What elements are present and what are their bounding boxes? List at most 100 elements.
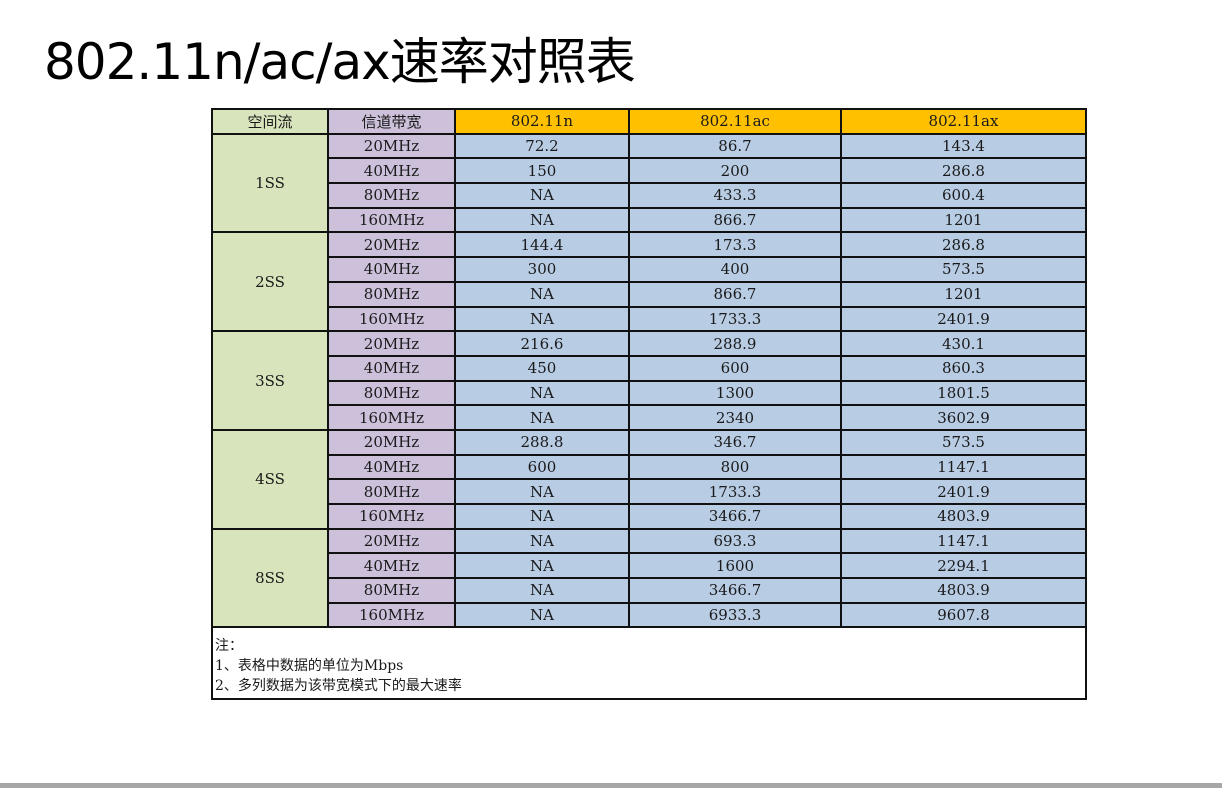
table-row: 40MHz 300 400 573.5 [212, 256, 1087, 283]
rate-n-cell: NA [454, 478, 630, 505]
rate-n-cell: NA [454, 206, 630, 234]
slide-bottom-border [0, 783, 1222, 788]
rate-n-cell: 600 [454, 453, 630, 481]
table-row: 40MHz 600 800 1147.1 [212, 453, 1087, 481]
notes-cell: 注： 1、表格中数据的单位为Mbps 2、多列数据为该带宽模式下的最大速率 [211, 626, 1087, 701]
rate-n-cell: NA [454, 552, 630, 580]
bandwidth-cell: 20MHz [327, 527, 456, 555]
rate-ax-cell: 1147.1 [840, 453, 1087, 481]
rate-ax-cell: 3602.9 [840, 404, 1087, 431]
bandwidth-cell: 80MHz [327, 379, 456, 407]
bandwidth-cell: 40MHz [327, 453, 456, 481]
table-row: 160MHz NA 6933.3 9607.8 [212, 601, 1087, 629]
rate-ac-cell: 1733.3 [628, 478, 842, 505]
table-row: 80MHz NA 3466.7 4803.9 [212, 577, 1087, 604]
rate-ac-cell: 693.3 [628, 527, 842, 555]
rate-n-cell: NA [454, 601, 630, 629]
rate-ac-cell: 6933.3 [628, 601, 842, 629]
rate-ac-cell: 200 [628, 157, 842, 185]
rate-ac-cell: 1600 [628, 552, 842, 580]
rate-n-cell: 72.2 [454, 132, 630, 160]
bandwidth-cell: 160MHz [327, 305, 456, 333]
table-row: 40MHz 150 200 286.8 [212, 157, 1087, 185]
table-row: 160MHz NA 866.7 1201 [212, 206, 1087, 234]
table-row: 80MHz NA 866.7 1201 [212, 280, 1087, 308]
rate-ax-cell: 1801.5 [840, 379, 1087, 407]
table-row: 1SS 20MHz 72.2 86.7 143.4 [211, 132, 1087, 234]
rate-ax-cell: 1147.1 [840, 527, 1087, 555]
table-row: 80MHz NA 433.3 600.4 [212, 182, 1087, 209]
rate-ax-cell: 143.4 [840, 132, 1087, 160]
spatial-stream-cell: 2SS [211, 231, 329, 333]
rate-ax-cell: 430.1 [840, 330, 1087, 357]
bandwidth-cell: 40MHz [327, 354, 456, 382]
rate-ac-cell: 866.7 [628, 280, 842, 308]
spatial-stream-cell: 1SS [211, 132, 329, 234]
bandwidth-cell: 80MHz [327, 280, 456, 308]
bandwidth-cell: 40MHz [327, 552, 456, 580]
rate-ax-cell: 573.5 [840, 256, 1087, 283]
rate-n-cell: 450 [454, 354, 630, 382]
rate-ac-cell: 86.7 [628, 132, 842, 160]
table-row: 160MHz NA 2340 3602.9 [212, 404, 1087, 431]
rate-ac-cell: 800 [628, 453, 842, 481]
rate-ax-cell: 286.8 [840, 157, 1087, 185]
rate-ax-cell: 4803.9 [840, 577, 1087, 604]
header-spatial-streams: 空间流 [211, 108, 329, 135]
table-row: 40MHz 450 600 860.3 [212, 354, 1087, 382]
spatial-stream-cell: 8SS [211, 527, 329, 629]
bandwidth-cell: 20MHz [327, 330, 456, 357]
bandwidth-cell: 20MHz [327, 428, 456, 456]
header-row: 空间流 信道带宽 802.11n 802.11ac 802.11ax [211, 108, 1087, 135]
notes-heading: 注： [215, 638, 243, 655]
rate-ax-cell: 1201 [840, 206, 1087, 234]
header-802-11n: 802.11n [454, 108, 630, 135]
rate-ax-cell: 860.3 [840, 354, 1087, 382]
bandwidth-cell: 20MHz [327, 132, 456, 160]
header-802-11ac: 802.11ac [628, 108, 842, 135]
rate-ax-cell: 2401.9 [840, 305, 1087, 333]
rate-n-cell: NA [454, 379, 630, 407]
rate-n-cell: NA [454, 527, 630, 555]
note-line-1: 1、表格中数据的单位为Mbps [215, 658, 404, 675]
header-channel-width: 信道带宽 [327, 108, 456, 135]
rate-n-cell: NA [454, 305, 630, 333]
bandwidth-cell: 80MHz [327, 478, 456, 505]
rate-n-cell: NA [454, 503, 630, 530]
rate-ac-cell: 866.7 [628, 206, 842, 234]
table-row: 160MHz NA 3466.7 4803.9 [212, 503, 1087, 530]
notes-row: 注： 1、表格中数据的单位为Mbps 2、多列数据为该带宽模式下的最大速率 [211, 626, 1087, 701]
bandwidth-cell: 160MHz [327, 503, 456, 530]
table-row: 80MHz NA 1300 1801.5 [212, 379, 1087, 407]
rate-ax-cell: 286.8 [840, 231, 1087, 259]
rate-ac-cell: 433.3 [628, 182, 842, 209]
note-line-2: 2、多列数据为该带宽模式下的最大速率 [215, 678, 462, 695]
bandwidth-cell: 160MHz [327, 404, 456, 431]
rate-ac-cell: 400 [628, 256, 842, 283]
rate-n-cell: NA [454, 404, 630, 431]
rate-ac-cell: 1300 [628, 379, 842, 407]
bandwidth-cell: 40MHz [327, 157, 456, 185]
rate-n-cell: NA [454, 182, 630, 209]
rate-n-cell: 144.4 [454, 231, 630, 259]
slide-title: 802.11n/ac/ax速率对照表 [44, 33, 636, 91]
rate-ac-cell: 288.9 [628, 330, 842, 357]
rate-ax-cell: 4803.9 [840, 503, 1087, 530]
table-row: 40MHz NA 1600 2294.1 [212, 552, 1087, 580]
table-row: 160MHz NA 1733.3 2401.9 [212, 305, 1087, 333]
bandwidth-cell: 40MHz [327, 256, 456, 283]
bandwidth-cell: 80MHz [327, 182, 456, 209]
rate-ac-cell: 3466.7 [628, 503, 842, 530]
rate-n-cell: 150 [454, 157, 630, 185]
table-row: 3SS 20MHz 216.6 288.9 430.1 [211, 330, 1087, 431]
table-row: 8SS 20MHz NA 693.3 1147.1 [211, 527, 1087, 629]
table-row: 80MHz NA 1733.3 2401.9 [212, 478, 1087, 505]
rate-ac-cell: 600 [628, 354, 842, 382]
rate-ac-cell: 173.3 [628, 231, 842, 259]
bandwidth-cell: 80MHz [327, 577, 456, 604]
rate-ac-cell: 346.7 [628, 428, 842, 456]
rate-comparison-table: 空间流 信道带宽 802.11n 802.11ac 802.11ax 1SS 2… [211, 108, 1087, 701]
rate-ax-cell: 2294.1 [840, 552, 1087, 580]
rate-n-cell: NA [454, 577, 630, 604]
rate-ax-cell: 600.4 [840, 182, 1087, 209]
